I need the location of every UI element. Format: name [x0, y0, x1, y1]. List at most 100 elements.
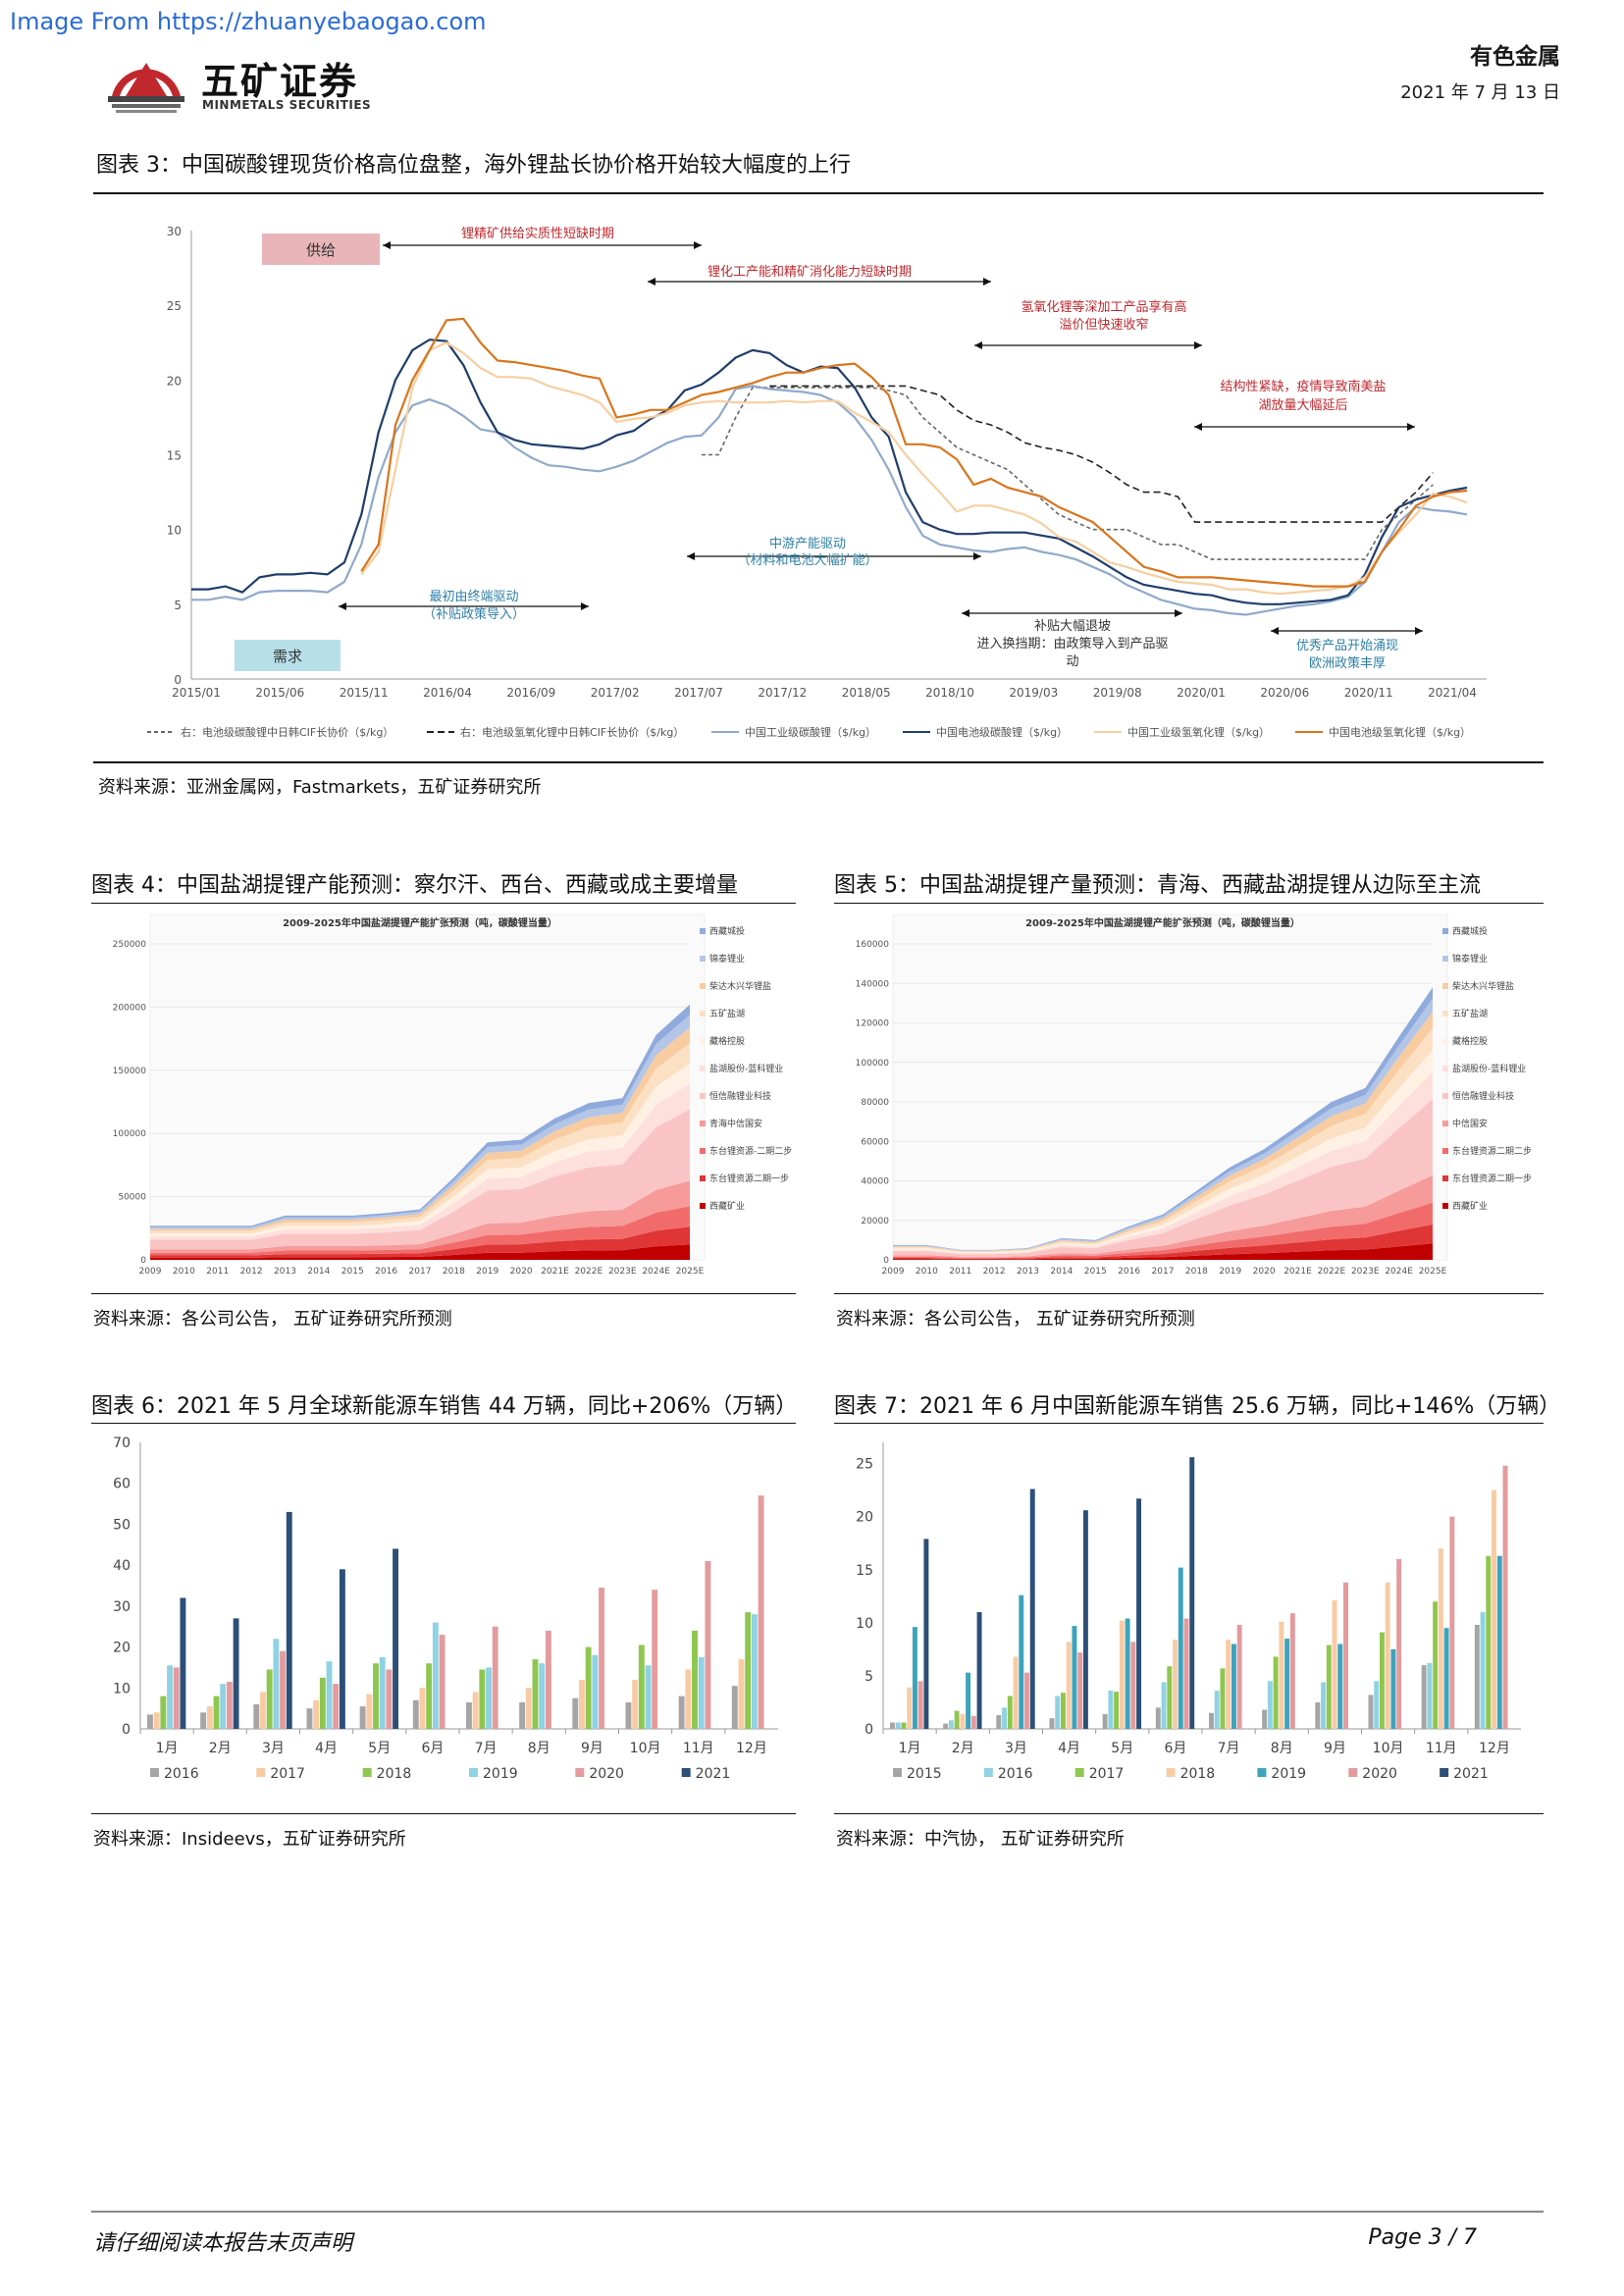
bar [466, 1701, 472, 1729]
x-tick-label: 2017 [1152, 1267, 1175, 1277]
area-layer-5 [893, 1071, 1433, 1255]
x-tick-label: 2019 [1219, 1267, 1241, 1277]
company-logo [102, 27, 190, 116]
bar [266, 1669, 273, 1729]
bar [393, 1548, 399, 1729]
x-tick-label: 7月 [1218, 1741, 1240, 1756]
bar [1443, 1628, 1449, 1729]
bar [213, 1696, 220, 1729]
bar [1049, 1718, 1055, 1729]
legend-label-5: 盐湖股份-蓝科锂业 [1452, 1063, 1526, 1074]
x-tick-label: 10月 [630, 1741, 661, 1756]
legend-swatch-9 [1442, 1175, 1448, 1181]
arrow-terminal-driven-head-right [581, 602, 589, 610]
area-layer-0 [150, 1244, 690, 1260]
y-tick-label: 5 [174, 599, 182, 612]
bar [1332, 1600, 1337, 1729]
legend-swatch-8 [700, 1148, 706, 1154]
bar [890, 1722, 895, 1729]
bar [319, 1677, 326, 1729]
series-line-4 [360, 341, 1468, 596]
bar [373, 1663, 379, 1729]
bar [1390, 1648, 1396, 1729]
bar [525, 1688, 532, 1729]
legend-label-0: 2016 [164, 1766, 199, 1782]
annotation-b1-line2: （补贴政策导入） [423, 606, 525, 622]
bar [539, 1663, 546, 1729]
area-layer-2 [893, 1202, 1433, 1259]
bar [532, 1659, 539, 1729]
legend-swatch-7 [1442, 1121, 1448, 1126]
figure-5-bottom-rule [834, 1293, 1544, 1294]
y-tick-label: 10 [113, 1681, 131, 1696]
area-layer-6 [893, 1050, 1433, 1254]
demand-label: 需求 [273, 648, 302, 665]
area-layer-4 [893, 1099, 1433, 1257]
bar [745, 1612, 752, 1729]
bar [439, 1635, 445, 1729]
bar [1019, 1594, 1024, 1729]
legend-label-4: 2019 [1271, 1766, 1306, 1782]
bar [1136, 1498, 1142, 1729]
bar [948, 1720, 954, 1729]
x-tick-label: 2015/01 [172, 686, 221, 700]
legend-label-3: 2018 [1180, 1766, 1216, 1782]
x-tick-label: 2018/05 [842, 686, 891, 700]
x-tick-label: 2022E [575, 1267, 603, 1277]
bar [173, 1667, 180, 1729]
x-tick-label: 11月 [1426, 1741, 1457, 1756]
figure-4-bottom-rule [91, 1293, 796, 1294]
x-tick-label: 2019/03 [1009, 686, 1058, 700]
legend-label-7: 中信国安 [1452, 1118, 1488, 1129]
y-tick-label: 25 [856, 1457, 873, 1473]
bar [1209, 1712, 1214, 1729]
y-tick-label: 20 [167, 374, 182, 388]
legend-label-7: 青海中信国安 [709, 1118, 762, 1129]
legend-swatch-0 [150, 1768, 159, 1777]
x-tick-label: 6月 [1164, 1741, 1186, 1756]
bar [1421, 1665, 1427, 1729]
bar [1236, 1625, 1242, 1729]
annotation-b3-line2: 进入换挡期：由政策导入到产品驱 [976, 636, 1168, 652]
legend-label-10: 西藏矿业 [709, 1200, 745, 1212]
bar [1326, 1644, 1332, 1729]
figure-3-source: 资料来源：亚洲金属网，Fastmarkets，五矿证券研究所 [98, 777, 542, 798]
bar [412, 1699, 419, 1729]
figure-7-chart: 0 5 10 15 20 25 1月 2月 3月 4月 5月 6月 7月 8月 9月 10月 11月 12月 201… [856, 1442, 1521, 1782]
legend-swatch-8 [1442, 1148, 1448, 1154]
figure-3-chart: 0 5 10 15 20 25 30 2015/01 2015/06 2015/11 2016/04… [147, 225, 1487, 739]
bar [1119, 1620, 1125, 1729]
bar [1385, 1582, 1390, 1729]
area-layer-3 [893, 1174, 1433, 1258]
bar [698, 1657, 705, 1729]
annotation-b4-line2: 欧洲政策丰厚 [1309, 655, 1386, 671]
annotation-a4-line1: 结构性紧缺，疫情导致南美盐 [1220, 379, 1386, 394]
arrow-terminal-driven-head-left [339, 602, 346, 610]
legend-swatch-4 [1442, 1038, 1448, 1044]
x-tick-label: 2017/12 [758, 686, 807, 700]
x-tick-label: 2020 [510, 1267, 533, 1277]
bar [366, 1694, 373, 1729]
figure-6-source: 资料来源：Insideevs，五矿证券研究所 [93, 1829, 406, 1850]
bar [519, 1701, 526, 1729]
legend-label-4: 2020 [589, 1766, 624, 1782]
x-tick-label: 2018/10 [925, 686, 974, 700]
legend-swatch-0 [893, 1768, 902, 1777]
area-layer-4 [150, 1109, 690, 1250]
bar [1321, 1682, 1327, 1729]
x-tick-label: 2021E [1283, 1267, 1312, 1277]
bar [1082, 1510, 1088, 1729]
bar [1438, 1548, 1443, 1729]
annotation-b2-line1: 中游产能驱动 [769, 537, 846, 551]
legend-label-2: 中国工业级碳酸锂（$/kg） [745, 725, 876, 739]
bar [685, 1669, 692, 1729]
bar [1220, 1668, 1226, 1729]
bar [273, 1639, 280, 1729]
legend-label-4: 中国工业级氢氧化锂（$/kg） [1127, 725, 1270, 739]
bar [970, 1716, 976, 1729]
bar [895, 1722, 901, 1729]
x-tick-label: 2月 [209, 1741, 232, 1756]
annotation-a3-line2: 溢价但快速收窄 [1059, 317, 1148, 333]
legend-label-0: 西藏城投 [1452, 925, 1488, 937]
y-tick-label: 60000 [861, 1137, 889, 1147]
